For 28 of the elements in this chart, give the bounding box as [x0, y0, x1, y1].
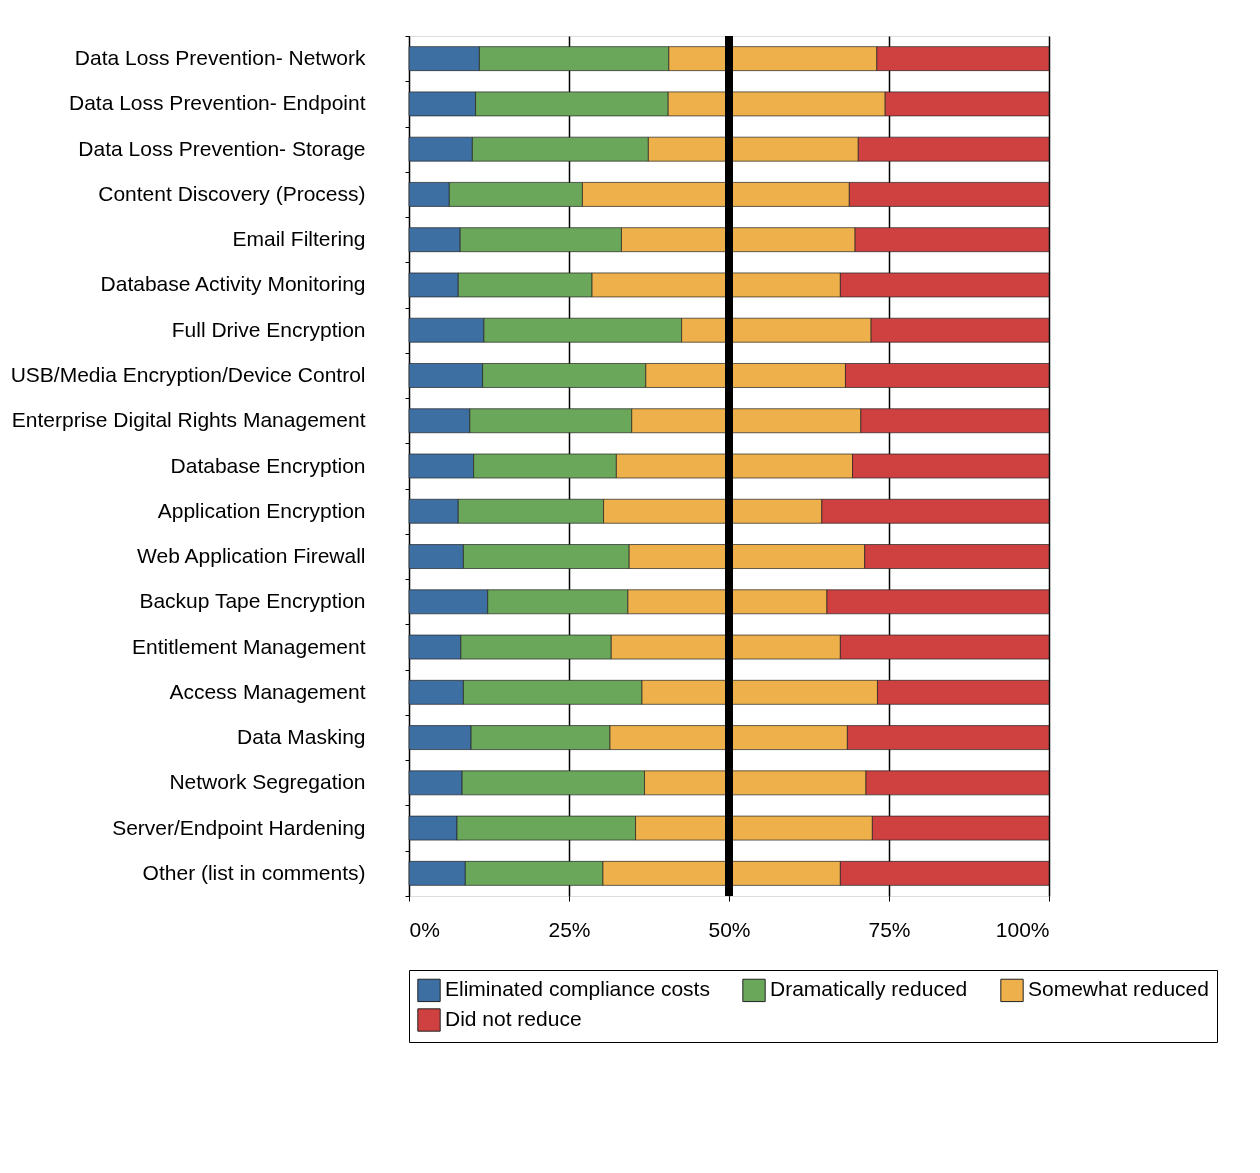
y-tick-label: Server/Endpoint Hardening: [112, 815, 366, 839]
x-tick-label: 75%: [868, 917, 911, 941]
y-tick-label: Application Encryption: [157, 498, 366, 522]
y-tick-label: Data Masking: [237, 725, 366, 749]
x-tick-label: 50%: [708, 917, 751, 941]
x-tick-label: 25%: [548, 917, 591, 941]
y-tick-label: USB/Media Encryption/Device Control: [10, 362, 366, 386]
y-tick-label: Content Discovery (Process): [98, 181, 366, 205]
legend-label: Somewhat reduced: [1028, 977, 1209, 1001]
y-tick-label: Network Segregation: [169, 770, 366, 794]
y-tick-label: Data Loss Prevention- Endpoint: [68, 91, 366, 115]
y-tick-label: Data Loss Prevention- Storage: [78, 136, 366, 160]
y-tick-label: Database Encryption: [170, 453, 366, 477]
legend-label: Dramatically reduced: [770, 977, 968, 1001]
y-tick-label: Backup Tape Encryption: [139, 589, 366, 613]
x-tick-label: 100%: [995, 917, 1050, 941]
legend-label: Eliminated compliance costs: [445, 977, 710, 1001]
y-tick-label: Other (list in comments): [142, 860, 366, 884]
y-tick-label: Entitlement Management: [132, 634, 366, 658]
y-tick-label: Full Drive Encryption: [171, 317, 366, 341]
y-tick-label: Email Filtering: [232, 227, 366, 251]
y-tick-label: Data Loss Prevention- Network: [74, 46, 366, 70]
legend-label: Did not reduce: [445, 1007, 582, 1030]
y-tick-label: Database Activity Monitoring: [100, 272, 366, 296]
y-tick-label: Enterprise Digital Rights Management: [11, 408, 366, 432]
y-tick-label: Web Application Firewall: [137, 544, 366, 568]
x-tick-label: 0%: [409, 917, 440, 941]
y-tick-label: Access Management: [169, 679, 366, 703]
